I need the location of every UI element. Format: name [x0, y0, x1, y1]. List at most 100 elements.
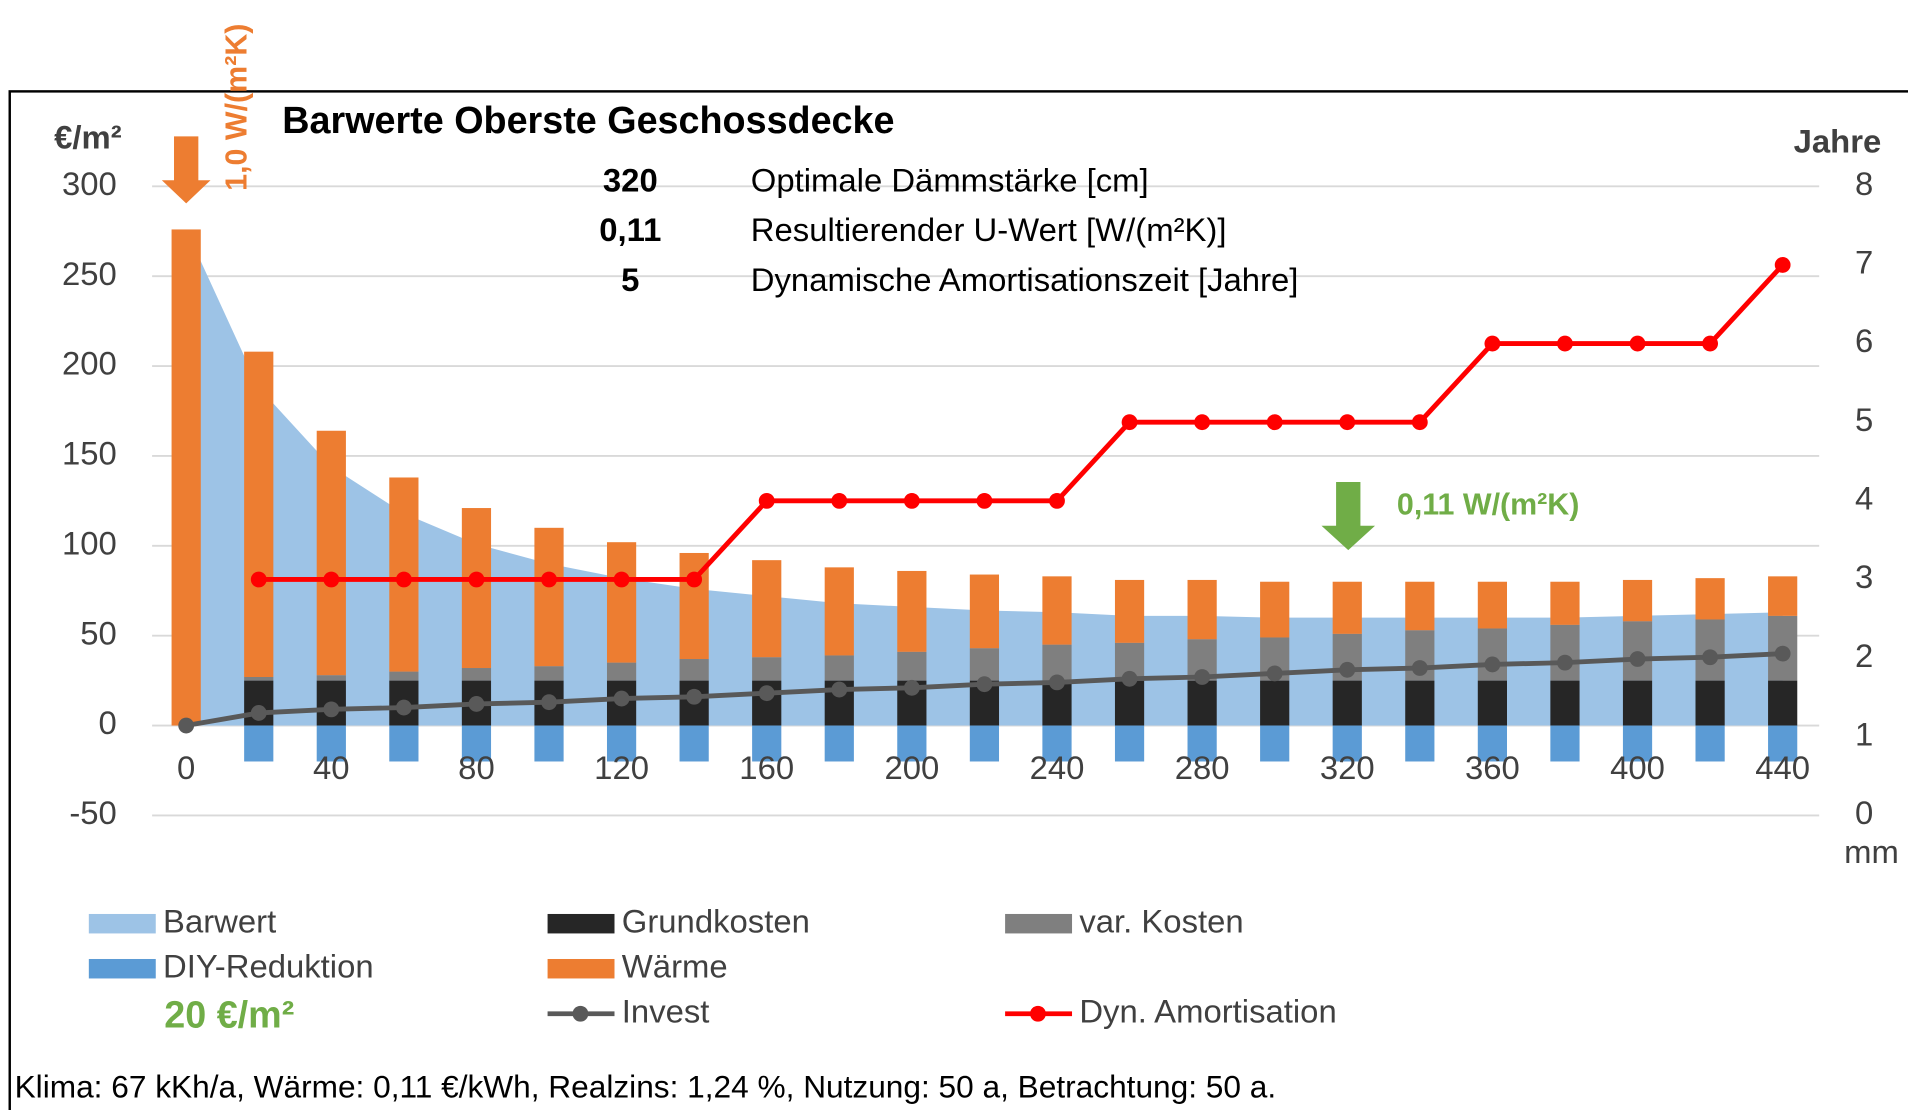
y-tick-label: 150	[62, 435, 117, 472]
point	[468, 571, 485, 588]
legend-swatch	[572, 1005, 589, 1022]
bar	[824, 655, 854, 681]
y2-tick-label: 8	[1855, 165, 1873, 202]
y2-tick-label: 7	[1855, 244, 1873, 281]
bar	[534, 666, 564, 681]
area	[186, 229, 1783, 726]
point	[1339, 414, 1356, 431]
point	[541, 694, 557, 711]
legend-swatch	[1005, 913, 1073, 934]
point	[1121, 670, 1138, 687]
y2-tick-label: 0	[1855, 794, 1873, 831]
bar	[1260, 725, 1290, 762]
line	[258, 263, 1785, 582]
point	[686, 571, 703, 588]
point	[323, 701, 340, 718]
bar	[969, 648, 1000, 681]
info-label: Dynamische Amortisationszeit [Jahre]	[751, 261, 1299, 298]
bar	[1260, 581, 1290, 638]
bar	[534, 725, 564, 762]
bar	[1622, 579, 1653, 622]
bar	[461, 725, 492, 762]
point	[613, 571, 630, 588]
legend-label: Invest	[622, 992, 710, 1029]
bar	[1187, 725, 1217, 762]
info-label: Resultierender U-Wert [W/(m²K)]	[751, 211, 1227, 248]
y2-axis-label: Jahre	[1794, 122, 1882, 159]
bar	[534, 527, 564, 667]
x-tick-label: 160	[739, 749, 794, 786]
x-tick-label: 0	[177, 749, 195, 786]
bar	[824, 567, 854, 656]
bar	[1477, 680, 1507, 726]
bar	[969, 574, 1000, 649]
bar	[606, 725, 637, 762]
point	[903, 679, 920, 696]
bar	[824, 725, 854, 762]
point	[976, 676, 993, 693]
bar	[244, 351, 274, 678]
x-tick-label: 440	[1755, 749, 1810, 786]
bar	[1695, 680, 1725, 726]
bar	[752, 657, 782, 681]
bar	[1695, 725, 1725, 762]
bar	[316, 725, 346, 762]
bar	[606, 542, 637, 663]
bar	[389, 671, 419, 681]
bar	[1114, 680, 1145, 726]
y-tick-label: -50	[69, 794, 116, 831]
bar	[1042, 576, 1072, 645]
x-tick-label: 360	[1465, 749, 1520, 786]
bar	[1550, 725, 1580, 762]
point	[178, 717, 195, 734]
bar	[244, 677, 274, 681]
bar	[1332, 680, 1362, 726]
legend-label: Barwert	[163, 902, 276, 939]
bar	[679, 725, 709, 762]
x-tick-label: 320	[1320, 749, 1375, 786]
bar	[1405, 725, 1435, 762]
bar	[1114, 725, 1145, 762]
point	[1774, 645, 1791, 662]
y-tick-label: 300	[62, 165, 117, 202]
point	[468, 696, 485, 712]
point	[1266, 414, 1283, 431]
legend-label: Grundkosten	[622, 902, 810, 939]
point	[1121, 414, 1138, 431]
y2-tick-label: 2	[1855, 637, 1873, 674]
chart-title: Barwerte Oberste Geschossdecke	[282, 99, 894, 141]
footer: Klima: 67 kKh/a, Wärme: 0,11 €/kWh, Real…	[15, 1069, 1277, 1105]
bar	[316, 430, 346, 676]
legend-swatch	[88, 913, 156, 934]
point	[1702, 649, 1719, 666]
bar	[1187, 579, 1217, 640]
bar	[679, 659, 709, 681]
bar	[1332, 725, 1362, 762]
point	[1702, 335, 1719, 352]
bar	[897, 651, 927, 681]
point	[1557, 654, 1573, 671]
point	[831, 492, 848, 509]
annotation: 0,11 W/(m²K)	[1397, 487, 1579, 521]
y-tick-label: 50	[80, 614, 117, 651]
legend-swatch	[547, 913, 615, 934]
point	[323, 571, 340, 588]
y-tick-label: 0	[99, 704, 117, 741]
y-tick-label: 200	[62, 345, 117, 382]
y-tick-label: 250	[62, 255, 117, 292]
point	[758, 492, 775, 509]
bar	[1768, 680, 1798, 726]
bar	[389, 725, 419, 762]
x-tick-label: 400	[1610, 749, 1665, 786]
arrow	[161, 136, 211, 204]
bar	[1042, 725, 1072, 762]
x-tick-label: 240	[1030, 749, 1085, 786]
bar	[752, 560, 782, 658]
y2-tick-label: 3	[1855, 558, 1873, 595]
x-tick-label: 120	[594, 749, 649, 786]
x-tick-label: 40	[313, 749, 350, 786]
point	[250, 571, 267, 588]
bar	[1622, 621, 1653, 681]
